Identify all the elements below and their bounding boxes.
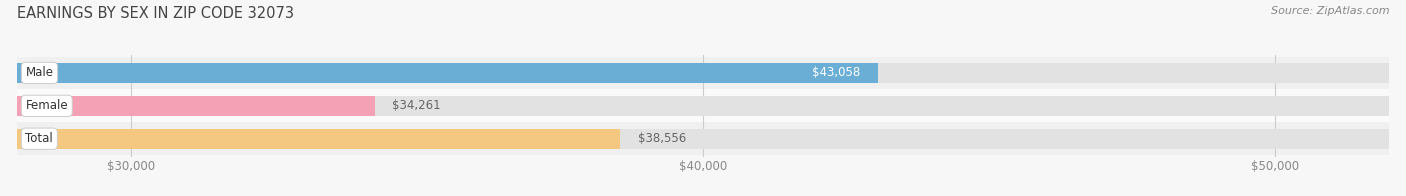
Bar [17,122,1389,155]
Text: $43,058: $43,058 [813,66,860,79]
Bar [17,63,1389,83]
Bar [17,96,375,116]
Text: Total: Total [25,132,53,145]
Text: Female: Female [25,99,67,112]
Bar [17,89,1389,122]
Bar [17,129,1389,149]
Bar [17,56,1389,89]
Text: EARNINGS BY SEX IN ZIP CODE 32073: EARNINGS BY SEX IN ZIP CODE 32073 [17,6,294,21]
Bar [17,96,1389,116]
Bar [17,63,877,83]
Text: $38,556: $38,556 [637,132,686,145]
Text: Source: ZipAtlas.com: Source: ZipAtlas.com [1271,6,1389,16]
Text: $34,261: $34,261 [392,99,440,112]
Bar [17,129,620,149]
Text: Male: Male [25,66,53,79]
